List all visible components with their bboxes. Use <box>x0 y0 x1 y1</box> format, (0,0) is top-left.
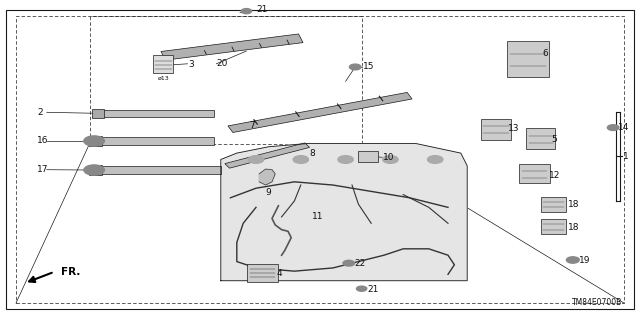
Text: 12: 12 <box>548 171 560 180</box>
Text: TM84E0700B: TM84E0700B <box>572 298 622 307</box>
Bar <box>16 16 624 303</box>
Text: 4: 4 <box>276 269 282 278</box>
Circle shape <box>248 156 264 163</box>
Text: 9: 9 <box>266 189 271 197</box>
Text: 21: 21 <box>256 5 268 14</box>
Polygon shape <box>161 34 303 60</box>
Text: 8: 8 <box>310 149 316 158</box>
Text: 10: 10 <box>383 153 394 162</box>
Text: 17: 17 <box>37 165 49 174</box>
Circle shape <box>241 9 252 14</box>
Circle shape <box>84 165 104 175</box>
Bar <box>541 219 566 234</box>
Circle shape <box>356 286 367 291</box>
Bar <box>89 165 102 175</box>
Bar <box>90 16 362 144</box>
Text: 6: 6 <box>543 49 548 58</box>
Text: 16: 16 <box>37 137 49 145</box>
Text: 5: 5 <box>552 135 557 144</box>
Text: 1: 1 <box>623 152 629 161</box>
Polygon shape <box>221 144 467 281</box>
Circle shape <box>383 156 398 163</box>
Text: 21: 21 <box>367 285 379 294</box>
Circle shape <box>293 156 308 163</box>
Text: 2: 2 <box>37 108 43 117</box>
Circle shape <box>566 257 579 263</box>
Polygon shape <box>225 143 310 168</box>
Text: 19: 19 <box>579 256 591 265</box>
Bar <box>92 109 104 118</box>
Text: 15: 15 <box>363 62 374 70</box>
Text: 18: 18 <box>568 200 580 209</box>
Bar <box>358 151 378 162</box>
Text: 3: 3 <box>188 60 194 69</box>
Circle shape <box>607 125 619 130</box>
Polygon shape <box>94 110 214 117</box>
Text: FR.: FR. <box>61 267 80 277</box>
Circle shape <box>343 260 355 266</box>
Circle shape <box>84 136 104 146</box>
Text: 13: 13 <box>508 124 519 133</box>
Bar <box>526 129 556 149</box>
Text: ø13: ø13 <box>157 76 169 81</box>
Bar <box>481 119 511 140</box>
Bar <box>89 136 102 146</box>
Text: 7: 7 <box>250 121 255 130</box>
Text: 14: 14 <box>618 123 629 132</box>
Bar <box>507 41 548 78</box>
Bar <box>519 164 550 183</box>
Polygon shape <box>228 93 412 132</box>
Bar <box>541 197 566 212</box>
Text: 11: 11 <box>312 212 324 221</box>
Circle shape <box>349 64 361 70</box>
Circle shape <box>428 156 443 163</box>
Circle shape <box>338 156 353 163</box>
Text: 20: 20 <box>216 59 228 68</box>
Polygon shape <box>259 169 275 185</box>
Bar <box>153 55 173 72</box>
Text: 18: 18 <box>568 223 580 232</box>
Text: 22: 22 <box>355 259 366 268</box>
Polygon shape <box>94 137 214 145</box>
Bar <box>247 264 278 282</box>
Polygon shape <box>94 166 221 174</box>
